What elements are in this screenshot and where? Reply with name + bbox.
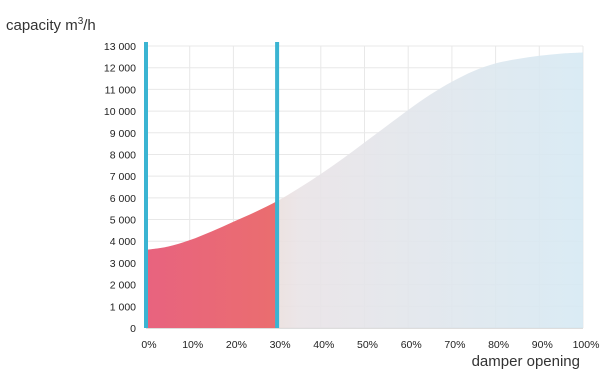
x-tick-label: 40% [313,339,334,351]
x-tick-label: 10% [182,339,203,351]
y-tick-label: 4 000 [110,236,136,248]
capacity-area-highlight [146,201,278,328]
capacity-area-faded [277,52,583,328]
y-axis-label: capacity m3/h [6,16,96,34]
y-tick-label: 0 [130,323,136,335]
x-tick-label: 30% [270,339,291,351]
x-tick-label: 50% [357,339,378,351]
x-axis-label: damper opening [472,353,580,370]
y-tick-label: 1 000 [110,301,136,313]
y-tick-label: 5 000 [110,215,136,227]
y-tick-label: 2 000 [110,280,136,292]
y-tick-label: 12 000 [104,63,136,75]
y-tick-label: 8 000 [110,149,136,161]
area-layer [146,52,583,328]
x-tick-label: 20% [226,339,247,351]
y-tick-label: 10 000 [104,106,136,118]
x-axis-ticks: 0% 10% 20% 30% 40% 50% 60% 70% 80% 90% 100% [141,339,599,351]
marker-layer [144,42,280,328]
x-tick-label: 100% [573,339,600,351]
y-tick-label: 7 000 [110,171,136,183]
y-tick-label: 6 000 [110,193,136,205]
x-tick-label: 60% [401,339,422,351]
x-tick-label: 0% [141,339,156,351]
y-axis-ticks: 0 1 000 2 000 3 000 4 000 5 000 6 000 7 000 8 00… [104,41,136,335]
y-tick-label: 9 000 [110,128,136,140]
y-tick-label: 11 000 [105,84,136,96]
x-tick-label: 70% [444,339,465,351]
x-tick-label: 90% [532,339,553,351]
y-tick-label: 13 000 [104,41,136,53]
x-tick-label: 80% [488,339,509,351]
y-tick-label: 3 000 [110,258,136,270]
